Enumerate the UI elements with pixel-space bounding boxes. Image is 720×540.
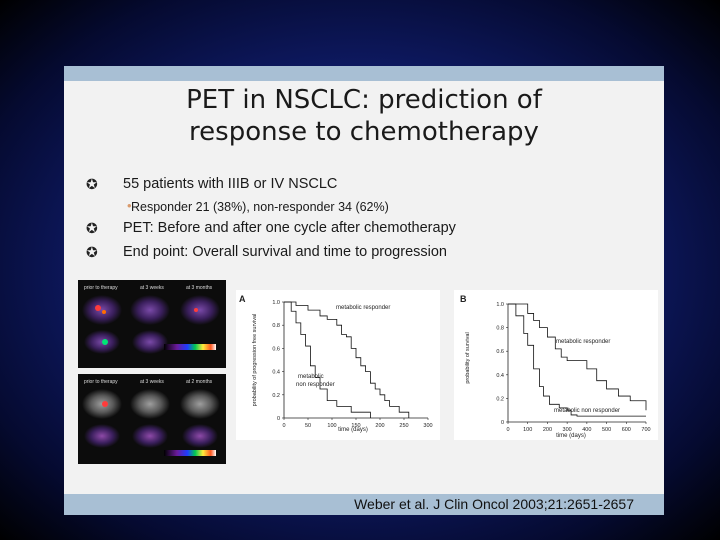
title-line-1: PET in NSCLC: prediction of bbox=[186, 85, 542, 115]
sub-bullet-item: • Responder 21 (38%), non-responder 34 (… bbox=[86, 198, 656, 218]
x-axis-label: time (days) bbox=[338, 427, 368, 433]
y-tick-label: 0.8 bbox=[272, 323, 280, 329]
sub-bullet-marker-icon: • bbox=[127, 198, 132, 213]
y-tick-label: 1.0 bbox=[272, 300, 280, 306]
panel-letter: A bbox=[239, 294, 246, 304]
footer-bar: Weber et al. J Clin Oncol 2003;21:2651-2… bbox=[64, 494, 664, 515]
line-label: metabolic bbox=[298, 374, 324, 380]
plot-a-axes: 0 0.2 0.4 0.6 0.8 1.0 0 50 100 150 200 250 300 bbox=[272, 300, 432, 429]
x-tick-label: 100 bbox=[523, 427, 532, 433]
pet-label: at 3 weeks bbox=[140, 379, 164, 385]
line-label: non responder bbox=[296, 382, 335, 388]
line-label: metabolic responder bbox=[556, 339, 610, 345]
series-line-2 bbox=[284, 301, 371, 418]
y-tick-label: 0 bbox=[277, 416, 280, 422]
sub-bullet-text: Responder 21 (38%), non-responder 34 (62… bbox=[131, 200, 389, 214]
bullet-item: ✪ 55 patients with IIIB or IV NSCLC bbox=[86, 174, 656, 198]
x-tick-label: 100 bbox=[327, 423, 336, 429]
x-tick-label: 500 bbox=[602, 427, 611, 433]
plot-a: A probability of progression free surviv… bbox=[236, 290, 440, 440]
x-tick-label: 700 bbox=[641, 427, 650, 433]
pet-label: at 3 weeks bbox=[140, 285, 164, 291]
line-label: metabolic responder bbox=[336, 305, 390, 311]
slide-title: PET in NSCLC: prediction of response to … bbox=[64, 84, 664, 148]
y-tick-label: 0.4 bbox=[272, 370, 280, 376]
bullet-list: ✪ 55 patients with IIIB or IV NSCLC • Re… bbox=[86, 174, 656, 266]
y-tick-label: 0.4 bbox=[496, 373, 504, 379]
bullet-item: ✪ End point: Overall survival and time t… bbox=[86, 242, 656, 266]
plot-a-series bbox=[284, 301, 410, 418]
line-label: metabolic non responder bbox=[554, 408, 620, 414]
citation: Weber et al. J Clin Oncol 2003;21:2651-2… bbox=[354, 496, 634, 512]
pet-scan-image-top: prior to therapy at 3 weeks at 3 months bbox=[78, 280, 226, 368]
x-tick-label: 250 bbox=[399, 423, 408, 429]
y-tick-label: 1.0 bbox=[496, 302, 504, 308]
x-tick-label: 300 bbox=[563, 427, 572, 433]
bullet-text: End point: Overall survival and time to … bbox=[123, 244, 447, 260]
x-tick-label: 0 bbox=[506, 427, 509, 433]
pet-label: at 2 months bbox=[186, 379, 213, 385]
x-tick-label: 0 bbox=[282, 423, 285, 429]
bullet-text: PET: Before and after one cycle after ch… bbox=[123, 220, 456, 236]
y-axis-label: probability of progression free survival bbox=[252, 314, 258, 407]
bullet-marker-icon: ✪ bbox=[86, 220, 98, 236]
x-tick-label: 600 bbox=[622, 427, 631, 433]
y-tick-label: 0.6 bbox=[496, 349, 504, 355]
plot-b-axes: 0 0.2 0.4 0.6 0.8 1.0 0 100 200 300 400 500 600 700 bbox=[496, 302, 650, 433]
x-tick-label: 150 bbox=[351, 423, 360, 429]
x-tick-label: 300 bbox=[423, 423, 432, 429]
pet-label: prior to therapy bbox=[84, 379, 118, 385]
x-tick-label: 200 bbox=[543, 427, 552, 433]
y-axis-label: probability of survival bbox=[465, 332, 471, 383]
series-line-1 bbox=[284, 301, 410, 418]
pet-label: at 3 months bbox=[186, 285, 213, 291]
slide: PET in NSCLC: prediction of response to … bbox=[64, 66, 664, 515]
bullet-marker-icon: ✪ bbox=[86, 176, 98, 192]
y-tick-label: 0 bbox=[501, 420, 504, 426]
plot-b: B probability of survival time (days) me… bbox=[454, 290, 658, 440]
x-tick-label: 200 bbox=[375, 423, 384, 429]
panel-letter: B bbox=[460, 294, 467, 304]
top-bar bbox=[64, 66, 664, 81]
pet-label: prior to therapy bbox=[84, 285, 118, 291]
plot-b-series bbox=[508, 303, 647, 417]
y-tick-label: 0.2 bbox=[496, 396, 504, 402]
y-tick-label: 0.8 bbox=[496, 326, 504, 332]
title-line-2: response to chemotherapy bbox=[189, 117, 539, 147]
y-tick-label: 0.6 bbox=[272, 346, 280, 352]
bullet-text: 55 patients with IIIB or IV NSCLC bbox=[123, 176, 338, 192]
series-line-1 bbox=[508, 303, 647, 411]
y-tick-label: 0.2 bbox=[272, 393, 280, 399]
pet-scan-image-bottom: prior to therapy at 3 weeks at 2 months bbox=[78, 374, 226, 464]
series-line-2 bbox=[508, 303, 646, 417]
bullet-marker-icon: ✪ bbox=[86, 244, 98, 260]
x-axis-label: time (days) bbox=[556, 433, 586, 439]
x-tick-label: 400 bbox=[582, 427, 591, 433]
bullet-item: ✪ PET: Before and after one cycle after … bbox=[86, 218, 656, 242]
x-tick-label: 50 bbox=[305, 423, 311, 429]
